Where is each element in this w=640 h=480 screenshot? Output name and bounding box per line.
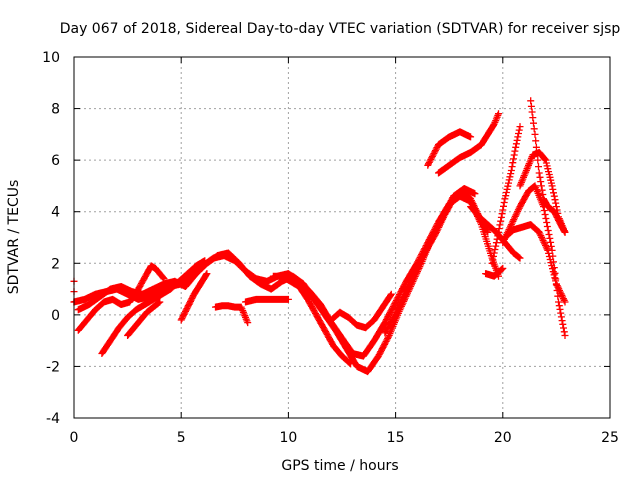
- axis-ticks: 0 5 10 15 20 25 -4 -2 0 2 4 6 8 10: [42, 50, 619, 446]
- x-tick-label: 5: [177, 430, 186, 446]
- series-track-4: [98, 257, 209, 357]
- series-track-6: [177, 270, 211, 324]
- y-tick-label: 8: [51, 102, 60, 118]
- point-markers: [242, 295, 292, 306]
- series-track-16: [499, 182, 569, 339]
- point-markers: [488, 123, 524, 267]
- series-track-3: [74, 262, 168, 334]
- point-markers: [501, 221, 569, 306]
- point-markers: [124, 298, 164, 339]
- y-tick-label: -2: [46, 359, 60, 375]
- y-axis-title: SDTVAR / TECUs: [6, 180, 22, 295]
- series-track-10: [327, 290, 395, 332]
- chart-title: Day 067 of 2018, Sidereal Day-to-day VTE…: [60, 21, 621, 37]
- point-markers: [212, 302, 252, 327]
- x-tick-label: 15: [387, 430, 405, 446]
- point-markers: [482, 264, 507, 280]
- y-tick-label: 6: [51, 153, 60, 169]
- y-tick-label: 0: [51, 308, 60, 324]
- x-tick-label: 25: [601, 430, 619, 446]
- y-tick-label: 4: [51, 205, 60, 221]
- series-track-13: [435, 110, 502, 177]
- y-tick-label: -4: [46, 411, 60, 427]
- plot-frame: [73, 56, 611, 419]
- y-tick-label: 10: [42, 50, 60, 66]
- series-track-5: [124, 298, 164, 339]
- x-tick-label: 20: [494, 430, 512, 446]
- x-tick-label: 0: [70, 430, 79, 446]
- point-markers: [424, 128, 475, 169]
- series-track-15: [488, 123, 524, 267]
- series-track-19: [527, 97, 569, 236]
- series-track-9: [269, 272, 355, 368]
- series-track-20: [482, 264, 507, 280]
- series-track-12: [424, 128, 475, 169]
- point-markers: [98, 257, 209, 357]
- series-track-17: [501, 221, 569, 306]
- point-markers: [269, 272, 355, 368]
- x-axis-title: GPS time / hours: [281, 458, 398, 474]
- data-points: [70, 97, 569, 376]
- series-track-8: [242, 295, 292, 306]
- point-markers: [327, 290, 395, 332]
- x-tick-label: 10: [279, 430, 297, 446]
- point-markers: [74, 262, 168, 334]
- point-markers: [177, 270, 211, 324]
- point-markers: [527, 97, 569, 236]
- point-markers: [435, 110, 502, 177]
- point-markers: [499, 182, 569, 339]
- y-tick-label: 2: [51, 256, 60, 272]
- series-track-7: [212, 302, 252, 327]
- grid-lines: [74, 57, 610, 418]
